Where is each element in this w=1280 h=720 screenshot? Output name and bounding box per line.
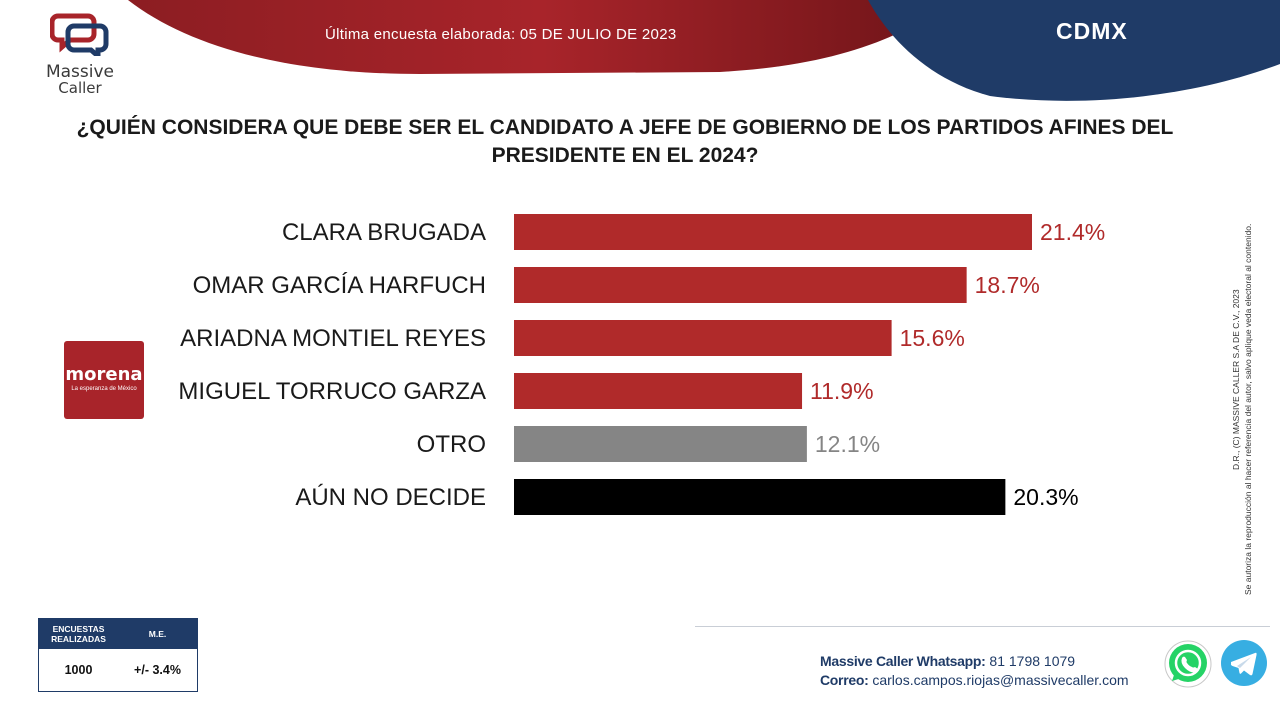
telegram-icon[interactable] <box>1220 639 1268 687</box>
copyright-line2: Se autoriza la reproducción al hacer ref… <box>1243 224 1253 595</box>
email-line: Correo: carlos.campos.riojas@massivecall… <box>820 671 1129 690</box>
whatsapp-label: Massive Caller Whatsapp: <box>820 653 986 669</box>
value-label: 15.6% <box>900 325 965 351</box>
morena-party-logo: morena La esperanza de México <box>64 341 144 419</box>
bar <box>514 267 967 303</box>
whatsapp-icon[interactable] <box>1163 639 1213 689</box>
value-label: 12.1% <box>815 431 880 457</box>
surveys-header: ENCUESTAS REALIZADAS <box>51 624 106 644</box>
region-label: CDMX <box>1056 18 1128 44</box>
category-label: OTRO <box>417 431 486 458</box>
category-label: OMAR GARCÍA HARFUCH <box>193 272 486 299</box>
whatsapp-number: 81 1798 1079 <box>989 653 1076 669</box>
massive-caller-logo: Massive Caller <box>30 12 130 96</box>
category-label: CLARA BRUGADA <box>282 219 486 246</box>
value-label: 20.3% <box>1013 484 1078 510</box>
bar <box>514 373 803 409</box>
chart-title: ¿QUIÉN CONSIDERA QUE DEBE SER EL CANDIDA… <box>76 116 1174 167</box>
bar <box>514 426 807 462</box>
value-label: 18.7% <box>975 272 1040 298</box>
margin-error-header: M.E. <box>148 629 167 639</box>
survey-info-header: ENCUESTAS REALIZADAS M.E. <box>39 619 197 649</box>
email-address[interactable]: carlos.campos.riojas@massivecaller.com <box>872 672 1129 688</box>
survey-date: Última encuesta elaborada: 05 DE JULIO D… <box>325 26 677 43</box>
survey-info-values: 1000 +/- 3.4% <box>39 649 197 691</box>
bar-chart: CLARA BRUGADA 21.4% OMAR GARCÍA HARFUCH 18.… <box>178 214 1105 515</box>
value-label: 21.4% <box>1040 219 1105 245</box>
header-banner <box>128 0 1280 101</box>
bar <box>514 320 892 356</box>
copyright-line1: D.R., (C) MASSIVE CALLER S.A DE C.V., 20… <box>1231 289 1241 470</box>
category-label: MIGUEL TORRUCO GARZA <box>178 378 486 405</box>
brand-name-line1: Massive <box>45 62 115 82</box>
bar <box>514 214 1032 250</box>
category-label: ARIADNA MONTIEL REYES <box>180 325 486 352</box>
margin-error-value: +/- 3.4% <box>134 663 181 677</box>
party-tagline: La esperanza de México <box>71 386 137 392</box>
footer-divider <box>695 626 1270 627</box>
email-label: Correo: <box>820 672 869 688</box>
whatsapp-line: Massive Caller Whatsapp: 81 1798 1079 <box>820 652 1129 671</box>
bar <box>514 479 1006 515</box>
brand-name-line2: Caller <box>58 79 102 97</box>
survey-info-table: ENCUESTAS REALIZADAS M.E. 1000 +/- 3.4% <box>38 618 198 692</box>
value-label: 11.9% <box>810 378 874 404</box>
surveys-value: 1000 <box>64 663 93 677</box>
party-name: morena <box>65 364 143 385</box>
contact-info: Massive Caller Whatsapp: 81 1798 1079 Co… <box>820 652 1129 690</box>
chat-bubbles-icon <box>49 13 109 62</box>
category-label: AÚN NO DECIDE <box>295 484 486 511</box>
copyright-note: D.R., (C) MASSIVE CALLER S.A DE C.V., 20… <box>1231 224 1253 595</box>
